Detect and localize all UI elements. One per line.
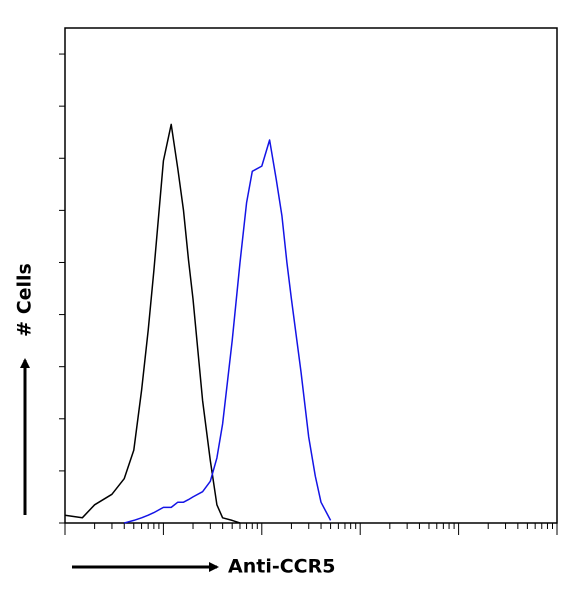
y-axis-label: # Cells [14, 263, 36, 337]
plot-frame [64, 27, 558, 524]
histogram-line [64, 123, 241, 524]
histogram-line [124, 139, 332, 524]
x-axis-label: Anti-CCR5 [228, 556, 335, 578]
